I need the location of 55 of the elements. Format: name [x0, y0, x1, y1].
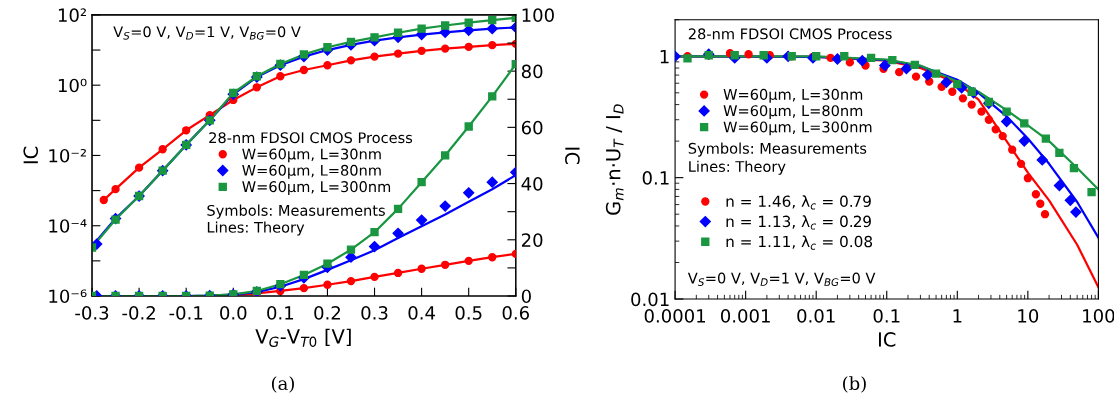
annotation: Symbols: Measurements [207, 204, 385, 219]
x-axis-title: V$_{G}$-V$_{T0}$ [V] [255, 328, 351, 347]
x-tick-label: 0.1 [267, 306, 294, 320]
legend-label: n = 1.11, λ$_{c}$ = 0.08 [726, 235, 873, 250]
x-tick-label: 0.0001 [644, 309, 706, 323]
y2-tick-label: 20 [521, 233, 543, 247]
y-tick-label: 0.1 [642, 171, 669, 185]
y-axis-title: G$_{m}$·n·U$_{T}$ / I$_{D}$ [605, 104, 624, 215]
x-tick-label: 0.4 [408, 306, 435, 320]
y-tick-label: 10⁰ [58, 78, 87, 93]
x-tick-label: -0.1 [169, 306, 203, 320]
x-tick-label: 1 [953, 309, 962, 323]
x-tick-label: 0.01 [797, 309, 835, 323]
x-tick-label: 0.5 [455, 306, 482, 320]
annotation: Lines: Theory [689, 160, 786, 175]
y-tick-label: 10⁻² [49, 148, 87, 163]
text: (a) [271, 376, 294, 393]
annotation: Symbols: Measurements [688, 142, 867, 157]
legend-label: W=60µm, L=300nm [242, 181, 391, 195]
y-tick-label: 10⁻⁴ [49, 219, 87, 233]
x-tick-label: 0.1 [873, 309, 900, 323]
legend-label: n = 1.46, λ$_{c}$ = 0.79 [726, 195, 871, 210]
legend-label: W=60µm, L=80nm [242, 164, 381, 179]
x-axis-title: IC [879, 332, 896, 347]
legend-label: W=60µm, L=80nm [723, 105, 863, 120]
legend-title: 28-nm FDSOI CMOS Process [209, 132, 413, 144]
legend-label: n = 1.13, λ$_{c}$ = 0.29 [726, 215, 871, 230]
annotation: V$_{S}$=0 V, V$_{D}$=1 V, V$_{BG}$=0 V [113, 26, 301, 40]
y-tick-label: 0.01 [631, 292, 669, 307]
y-tick-label: 10⁻⁶ [49, 289, 87, 304]
y2-tick-label: 0 [521, 289, 531, 304]
y-axis-title: IC [23, 146, 39, 164]
annotation: V$_{S}$=0 V, V$_{D}$=1 V, V$_{BG}$=0 V [687, 272, 876, 286]
x-tick-label: 0.2 [314, 306, 340, 320]
annotation: Lines: Theory [207, 221, 305, 236]
x-tick-label: 0.0 [220, 306, 247, 320]
y-tick-label: 1 [660, 49, 669, 64]
y2-tick-label: 60 [521, 120, 543, 135]
y2-axis-title: IC [565, 147, 580, 165]
x-tick-label: -0.3 [75, 306, 109, 320]
x-tick-label: 10 [1018, 309, 1039, 323]
y2-tick-label: 40 [521, 177, 543, 191]
text: (b) [843, 376, 866, 393]
legend-label: W=60µm, L=30nm [242, 148, 381, 163]
y2-tick-label: 80 [521, 64, 543, 79]
legend-label: W=60µm, L=30nm [723, 88, 863, 103]
x-tick-label: -0.2 [122, 306, 155, 320]
y-tick-label: 10² [58, 8, 87, 23]
legend-label: W=60µm, L=300nm [723, 121, 872, 136]
y2-tick-label: 100 [522, 8, 554, 23]
x-tick-label: 100 [1083, 309, 1114, 323]
x-tick-label: 0.3 [361, 306, 388, 320]
annotation: 28-nm FDSOI CMOS Process [688, 28, 892, 40]
x-tick-label: 0.6 [502, 306, 529, 320]
x-tick-label: 0.001 [720, 309, 770, 323]
